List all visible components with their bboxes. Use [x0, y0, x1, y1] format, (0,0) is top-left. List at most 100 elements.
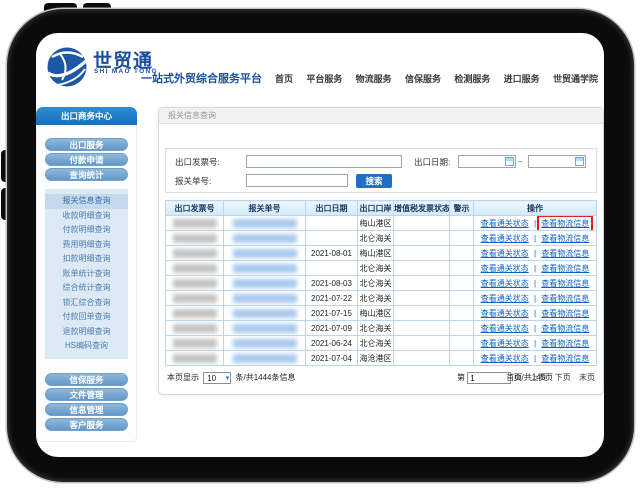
sidebar-section-button[interactable]: 查询统计: [45, 168, 128, 181]
view-customs-status-link[interactable]: 查看通关状态: [480, 233, 529, 243]
operations-cell: 查看通关状态 | 查看物流信息: [473, 350, 597, 366]
view-logistics-link[interactable]: 查看物流信息: [541, 263, 590, 273]
blurred-declaration-number: [232, 248, 297, 258]
export-port-cell: 梅山港区: [357, 245, 394, 261]
table-row: 北仑海关 查看通关状态 | 查看物流信息: [165, 260, 597, 276]
page-size-select[interactable]: 10 ▾: [203, 372, 232, 384]
operations-cell: 查看通关状态 | 查看物流信息: [473, 215, 597, 231]
view-customs-status-link[interactable]: 查看通关状态: [480, 248, 529, 258]
table-header-cell: 操作: [473, 200, 597, 216]
view-logistics-link[interactable]: 查看物流信息: [541, 353, 590, 363]
total-pages-text: 页/共145页: [513, 373, 554, 383]
nav-item[interactable]: 进口服务: [503, 74, 540, 84]
sidebar: 出口商务中心 出口服务 付款申请 查询统计 报关信息查询 收款明细查询 付款明细查询 费用…: [36, 107, 137, 442]
nav-item[interactable]: 检测服务: [454, 74, 491, 84]
warning-cell: [449, 305, 474, 321]
nav-item[interactable]: 世贸通学院: [552, 74, 598, 84]
sidebar-submenu-item[interactable]: 费用明细查询: [62, 239, 111, 249]
view-customs-status-link[interactable]: 查看通关状态: [480, 263, 529, 273]
sidebar-submenu-item[interactable]: 报关信息查询: [45, 194, 128, 209]
view-logistics-link[interactable]: 查看物流信息: [537, 216, 594, 230]
date-to-input[interactable]: [528, 155, 586, 168]
sidebar-section-button[interactable]: 客户服务: [45, 417, 128, 431]
declaration-number-label: 报关单号:: [175, 176, 212, 186]
first-page-link[interactable]: 首页: [506, 373, 523, 382]
warning-cell: [449, 230, 474, 246]
view-logistics-link[interactable]: 查看物流信息: [541, 293, 590, 303]
table-row: 2021-06-24 北仑海关 查看通关状态 | 查看物流信息: [165, 335, 597, 351]
calendar-icon[interactable]: [505, 157, 514, 166]
date-from-input[interactable]: [458, 155, 516, 168]
last-page-link[interactable]: 末页: [579, 373, 595, 382]
sidebar-section-button[interactable]: 信保服务: [45, 372, 128, 386]
results-table: 出口发票号 报关单号 出口日期 出口口岸 增值税发票状态 警示 操作 梅山港区: [165, 200, 597, 366]
sidebar-submenu-item[interactable]: HS编码查询: [64, 341, 109, 350]
page-prefix: 第: [457, 373, 465, 383]
vat-invoice-status-cell: [393, 335, 450, 351]
page-number-input[interactable]: [467, 372, 512, 384]
blurred-declaration-number: [232, 308, 297, 318]
search-button[interactable]: 搜索: [356, 174, 392, 188]
blurred-invoice-number: [172, 353, 217, 363]
table-header-cell: 警示: [449, 200, 474, 216]
sidebar-section-button[interactable]: 出口服务: [45, 138, 128, 151]
sidebar-submenu-item[interactable]: 退款明细查询: [62, 326, 111, 336]
operations-cell: 查看通关状态 | 查看物流信息: [473, 305, 597, 321]
table-row: 2021-07-22 北仑海关 查看通关状态 | 查看物流信息: [165, 290, 597, 306]
view-logistics-link[interactable]: 查看物流信息: [541, 308, 590, 318]
sidebar-submenu-item[interactable]: 付款明细查询: [62, 225, 111, 234]
warning-cell: [449, 275, 474, 291]
sidebar-submenu-item[interactable]: 扣款明细查询: [62, 254, 111, 263]
view-customs-status-link[interactable]: 查看通关状态: [480, 323, 529, 333]
view-logistics-link[interactable]: 查看物流信息: [541, 233, 590, 243]
sidebar-submenu-item[interactable]: 账单统计查询: [62, 268, 111, 278]
invoice-number-input[interactable]: [246, 155, 402, 168]
view-logistics-link[interactable]: 查看物流信息: [541, 248, 590, 258]
export-port-cell: 北仑海关: [357, 320, 394, 336]
nav-item[interactable]: 首页: [275, 74, 294, 84]
sidebar-submenu-item[interactable]: 付款回单查询: [62, 312, 111, 321]
sidebar-submenu-item[interactable]: 锁汇综合查询: [62, 297, 111, 307]
next-page-link[interactable]: 下页: [554, 373, 571, 382]
nav-item[interactable]: 信保服务: [404, 74, 441, 84]
view-customs-status-link[interactable]: 查看通关状态: [480, 293, 529, 303]
vat-invoice-status-cell: [393, 320, 450, 336]
view-logistics-link[interactable]: 查看物流信息: [541, 323, 590, 333]
link-separator: |: [533, 293, 537, 303]
sidebar-submenu: 报关信息查询 收款明细查询 付款明细查询 费用明细查询 扣款明细查询 账单统计查询 综合统计…: [45, 189, 128, 359]
export-date-label: 出口日期:: [414, 157, 451, 167]
view-customs-status-link[interactable]: 查看通关状态: [480, 218, 529, 228]
blurred-invoice-number: [172, 218, 217, 228]
view-customs-status-link[interactable]: 查看通关状态: [480, 278, 529, 288]
view-customs-status-link[interactable]: 查看通关状态: [480, 308, 529, 318]
sidebar-submenu-item[interactable]: 综合统计查询: [62, 283, 111, 292]
blurred-invoice-number: [172, 293, 217, 303]
view-customs-status-link[interactable]: 查看通关状态: [480, 353, 529, 363]
export-date-cell: 2021-07-22: [305, 290, 358, 306]
warning-cell: [449, 215, 474, 231]
blurred-declaration-number: [232, 263, 297, 273]
vat-invoice-status-cell: [393, 350, 450, 366]
calendar-icon[interactable]: [575, 157, 584, 166]
sidebar-section-button[interactable]: 文件管理: [45, 387, 128, 401]
table-row: 梅山港区 查看通关状态 | 查看物流信息: [165, 215, 597, 231]
operations-cell: 查看通关状态 | 查看物流信息: [473, 320, 597, 336]
export-port-cell: 海沧港区: [357, 350, 394, 366]
view-logistics-link[interactable]: 查看物流信息: [541, 278, 590, 288]
sidebar-section-button[interactable]: 信息管理: [45, 402, 128, 416]
view-logistics-link[interactable]: 查看物流信息: [541, 338, 590, 348]
nav-item[interactable]: 物流服务: [355, 74, 392, 84]
view-customs-status-link[interactable]: 查看通关状态: [480, 338, 529, 348]
table-body: 梅山港区 查看通关状态 | 查看物流信息: [165, 215, 597, 366]
sidebar-submenu-item[interactable]: 收款明细查询: [62, 210, 111, 220]
export-port-cell: 梅山港区: [357, 215, 394, 231]
export-date-cell: 2021-07-09: [305, 320, 358, 336]
vat-invoice-status-cell: [393, 260, 450, 276]
declaration-number-input[interactable]: [246, 174, 348, 187]
link-separator: |: [533, 263, 537, 273]
prev-page-link[interactable]: 上页: [530, 373, 547, 382]
sidebar-section-button[interactable]: 付款申请: [45, 153, 128, 166]
nav-item[interactable]: 平台服务: [306, 74, 343, 84]
link-separator: |: [533, 233, 537, 243]
